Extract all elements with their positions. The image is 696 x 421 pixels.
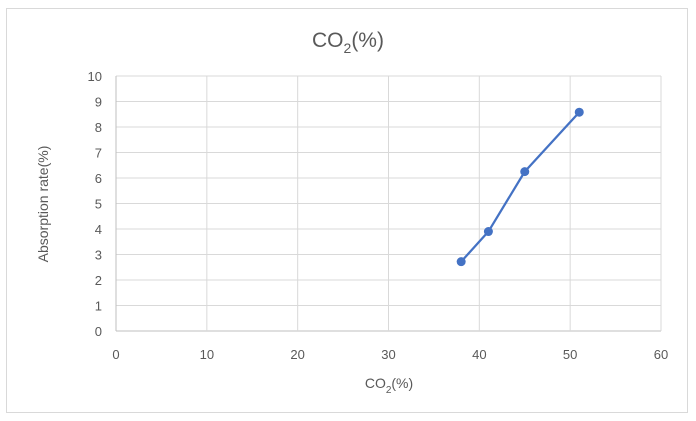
- x-tick-label: 20: [290, 347, 304, 362]
- data-point: [574, 107, 584, 117]
- x-tick-label: 60: [654, 347, 668, 362]
- data-point: [520, 167, 530, 177]
- series-line: [460, 111, 581, 263]
- y-tick-label: 0: [95, 324, 102, 339]
- data-point: [456, 257, 466, 267]
- y-tick-label: 10: [88, 69, 102, 84]
- y-tick-label: 3: [95, 248, 102, 263]
- y-tick-label: 7: [95, 146, 102, 161]
- y-axis-title: Absorption rate(%): [35, 146, 51, 263]
- x-tick-label: 30: [381, 347, 395, 362]
- y-tick-label: 4: [95, 222, 102, 237]
- y-tick-label: 8: [95, 120, 102, 135]
- data-series: [456, 107, 584, 267]
- y-tick-label: 9: [95, 95, 102, 110]
- y-tick-label: 6: [95, 171, 102, 186]
- x-tick-label: 0: [112, 347, 119, 362]
- x-tick-label: 10: [200, 347, 214, 362]
- y-tick-label: 1: [95, 299, 102, 314]
- data-point: [483, 227, 493, 237]
- chart-title: CO2(%): [312, 29, 384, 56]
- x-axis-title: CO2(%): [365, 375, 413, 396]
- y-tick-label: 5: [95, 197, 102, 212]
- gridlines: [115, 75, 662, 332]
- x-tick-label: 40: [472, 347, 486, 362]
- y-axis-ticks: 0 1 2 3 4 5 6 7 8 9 10: [88, 69, 102, 339]
- y-tick-label: 2: [95, 273, 102, 288]
- x-tick-label: 50: [563, 347, 577, 362]
- x-axis-ticks: 0 10 20 30 40 50 60: [112, 347, 668, 362]
